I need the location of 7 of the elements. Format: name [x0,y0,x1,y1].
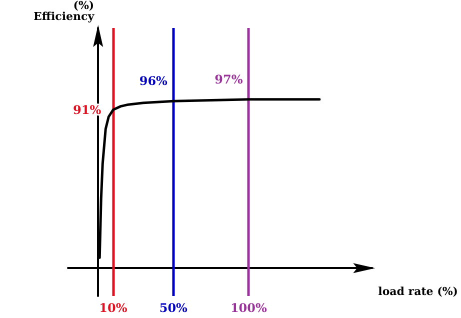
data-label: 96% [139,74,168,88]
x-tick-label: 50% [159,301,188,315]
y-axis-title: (%) Efficiency [34,0,95,23]
data-label: 97% [214,72,244,86]
x-tick-label: 100% [230,301,268,315]
x-tick-label: 10% [99,301,128,315]
x-axis-title: load rate (%) [378,285,458,298]
